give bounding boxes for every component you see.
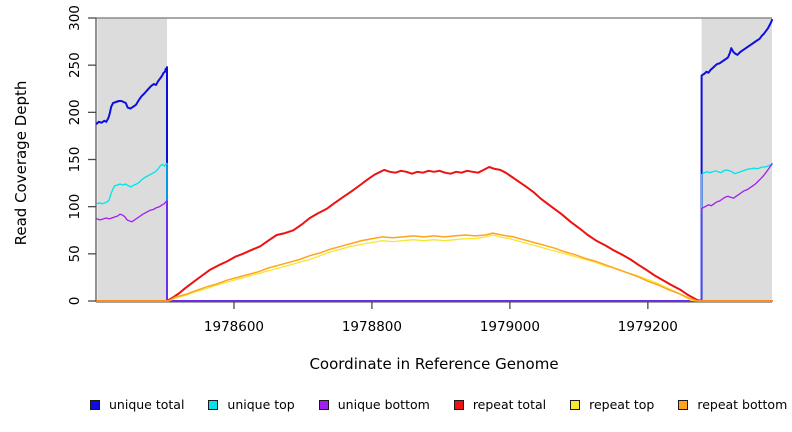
- y-axis-title: Read Coverage Depth: [12, 80, 30, 246]
- legend-swatch-repeat-top: [570, 399, 581, 410]
- y-tick-label: 100: [67, 194, 83, 220]
- legend-swatch-unique-total: [90, 399, 100, 410]
- coverage-plot-canvas: 1978600 1978800 1979000 1979200 0 50 100 150 200…: [67, 5, 773, 335]
- y-tick-label: 250: [67, 52, 83, 78]
- legend-swatch-repeat-bottom: [678, 399, 689, 410]
- legend-item-repeat-bottom: repeat bottom: [678, 397, 787, 412]
- legend-item-unique-top: unique top: [208, 397, 295, 412]
- legend-label: repeat bottom: [697, 397, 788, 412]
- series-line-unique-bottom: [96, 163, 773, 302]
- x-tick-label: 1978600: [204, 319, 264, 335]
- series-line-repeat-total: [95, 166, 773, 302]
- legend-swatch-unique-top: [208, 399, 219, 410]
- legend-label: unique top: [227, 397, 295, 412]
- legend-swatch-unique-bottom: [318, 399, 329, 410]
- legend-swatch-repeat-total: [453, 399, 464, 410]
- y-tick-label: 50: [67, 245, 83, 262]
- x-axis-title: Coordinate in Reference Genome: [309, 355, 559, 373]
- legend-item-repeat-total: repeat total: [453, 397, 547, 412]
- legend-item-unique-bottom: unique bottom: [318, 397, 430, 412]
- shaded-region-left-repeat-boundary: [97, 18, 168, 303]
- legend-label: repeat total: [472, 397, 547, 412]
- series-line-repeat-bottom: [95, 232, 773, 302]
- y-tick-label: 0: [67, 297, 83, 306]
- y-tick-label: 150: [67, 147, 83, 173]
- x-tick-label: 1979200: [618, 319, 678, 335]
- legend-label: repeat top: [589, 397, 655, 412]
- series-line-unique-total: [95, 18, 773, 302]
- x-tick-label: 1979000: [480, 319, 540, 335]
- y-tick-label: 300: [67, 5, 83, 31]
- x-tick-label: 1978800: [342, 319, 402, 335]
- y-tick-label: 200: [67, 99, 83, 125]
- legend-item-repeat-top: repeat top: [570, 397, 654, 412]
- legend-label: unique bottom: [337, 397, 430, 412]
- series-line-unique-top: [96, 162, 773, 302]
- legend-label: unique total: [109, 397, 185, 412]
- shaded-region-right-repeat-boundary: [701, 18, 772, 303]
- plot-legend: unique total unique top unique bottom repea…: [90, 397, 787, 412]
- legend-item-unique-total: unique total: [90, 397, 184, 412]
